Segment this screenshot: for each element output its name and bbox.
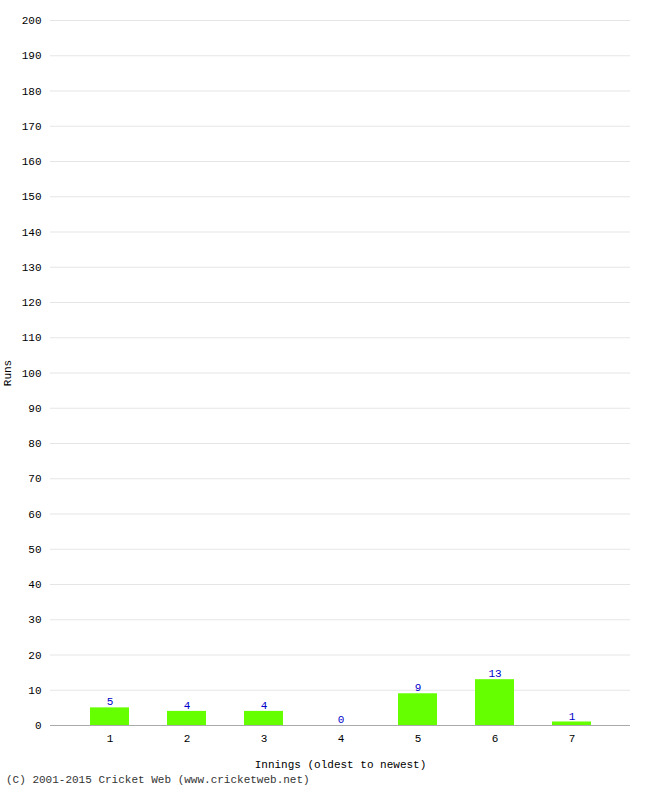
svg-text:4: 4 bbox=[184, 700, 191, 712]
svg-text:60: 60 bbox=[28, 509, 41, 521]
svg-text:170: 170 bbox=[22, 121, 42, 133]
svg-text:13: 13 bbox=[488, 668, 501, 680]
svg-text:1: 1 bbox=[569, 710, 576, 722]
svg-text:4: 4 bbox=[261, 700, 268, 712]
svg-text:5: 5 bbox=[415, 733, 422, 745]
svg-text:5: 5 bbox=[107, 696, 114, 708]
svg-text:7: 7 bbox=[569, 733, 576, 745]
svg-text:6: 6 bbox=[492, 733, 499, 745]
svg-text:Runs: Runs bbox=[2, 360, 14, 386]
svg-text:1: 1 bbox=[107, 733, 114, 745]
svg-text:4: 4 bbox=[338, 733, 345, 745]
html-text:(C) 2001-2015 Cricket Web (www: (C) 2001-2015 Cricket Web (www.cricketwe… bbox=[6, 774, 310, 786]
svg-text:0: 0 bbox=[35, 720, 42, 732]
svg-text:190: 190 bbox=[22, 50, 42, 62]
svg-text:9: 9 bbox=[415, 682, 422, 694]
svg-text:3: 3 bbox=[261, 733, 268, 745]
svg-text:180: 180 bbox=[22, 86, 42, 98]
svg-text:100: 100 bbox=[22, 368, 42, 380]
svg-text:130: 130 bbox=[22, 262, 42, 274]
svg-text:0: 0 bbox=[338, 714, 345, 726]
svg-text:30: 30 bbox=[28, 614, 41, 626]
svg-text:80: 80 bbox=[28, 438, 41, 450]
svg-text:10: 10 bbox=[28, 685, 41, 697]
svg-text:50: 50 bbox=[28, 544, 41, 556]
svg-text:110: 110 bbox=[22, 332, 42, 344]
svg-text:200: 200 bbox=[22, 15, 42, 27]
svg-text:70: 70 bbox=[28, 473, 41, 485]
svg-text:40: 40 bbox=[28, 579, 41, 591]
svg-text:160: 160 bbox=[22, 156, 42, 168]
svg-text:2: 2 bbox=[184, 733, 191, 745]
svg-text:120: 120 bbox=[22, 297, 42, 309]
svg-text:140: 140 bbox=[22, 227, 42, 239]
svg-text:150: 150 bbox=[22, 191, 42, 203]
svg-text:90: 90 bbox=[28, 403, 41, 415]
svg-text:Innings (oldest to newest): Innings (oldest to newest) bbox=[255, 759, 427, 771]
svg-text:20: 20 bbox=[28, 650, 41, 662]
